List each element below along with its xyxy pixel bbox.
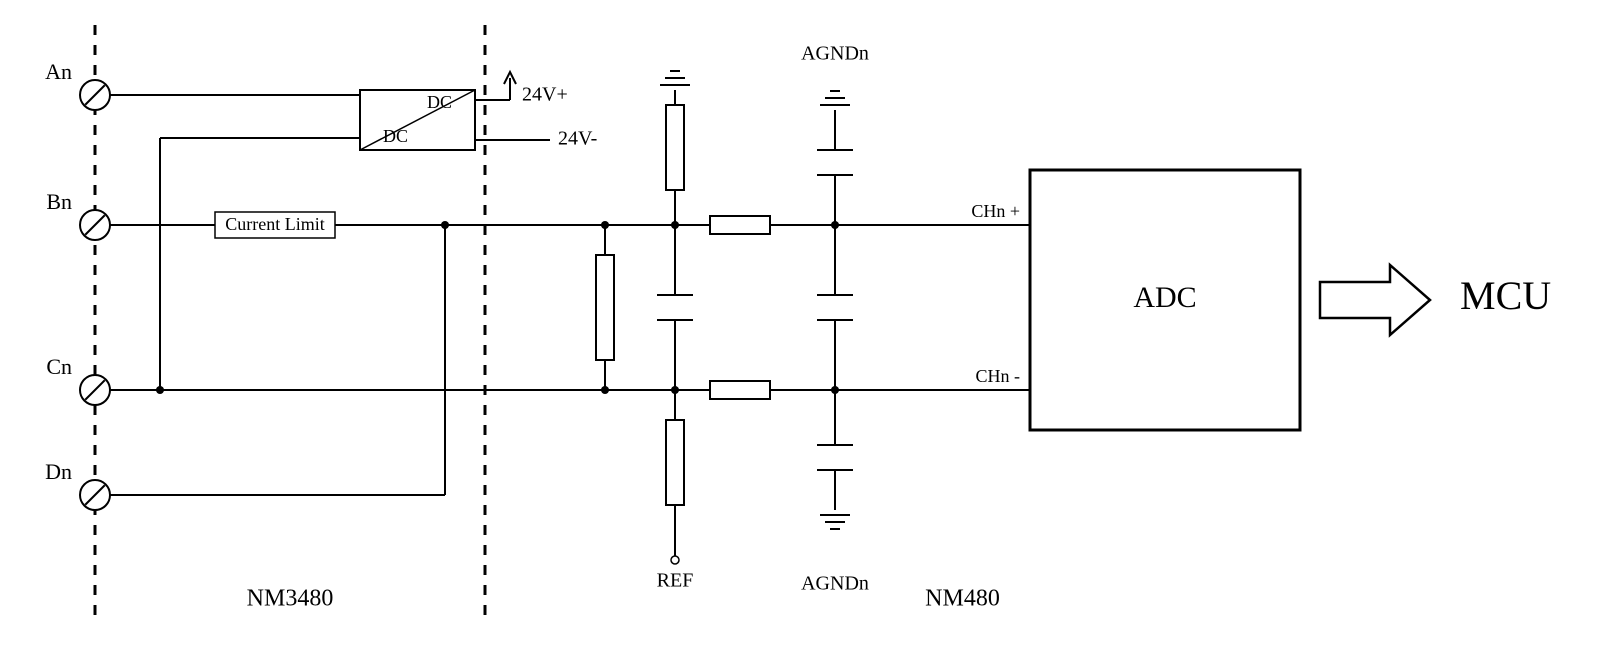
svg-text:AGNDn: AGNDn xyxy=(801,43,869,65)
svg-text:24V+: 24V+ xyxy=(522,84,568,106)
svg-text:DC: DC xyxy=(427,92,452,112)
svg-text:CHn -: CHn - xyxy=(976,366,1021,386)
svg-text:Dn: Dn xyxy=(45,459,72,484)
svg-text:NM480: NM480 xyxy=(925,586,1000,612)
svg-text:AGNDn: AGNDn xyxy=(801,573,869,595)
svg-text:NM3480: NM3480 xyxy=(247,586,334,612)
svg-text:MCU: MCU xyxy=(1460,273,1551,318)
svg-text:DC: DC xyxy=(383,126,408,146)
svg-text:Cn: Cn xyxy=(46,354,72,379)
svg-text:REF: REF xyxy=(657,570,694,592)
svg-text:Current Limit: Current Limit xyxy=(225,214,324,234)
svg-text:An: An xyxy=(45,59,72,84)
svg-text:Bn: Bn xyxy=(46,189,72,214)
svg-text:ADC: ADC xyxy=(1133,281,1196,314)
circuit-diagram: An Bn Cn Dn DC DC 24V+ 24V- Current Limit REF AGND… xyxy=(0,0,1621,651)
svg-text:CHn +: CHn + xyxy=(971,201,1020,221)
svg-text:24V-: 24V- xyxy=(558,128,597,150)
